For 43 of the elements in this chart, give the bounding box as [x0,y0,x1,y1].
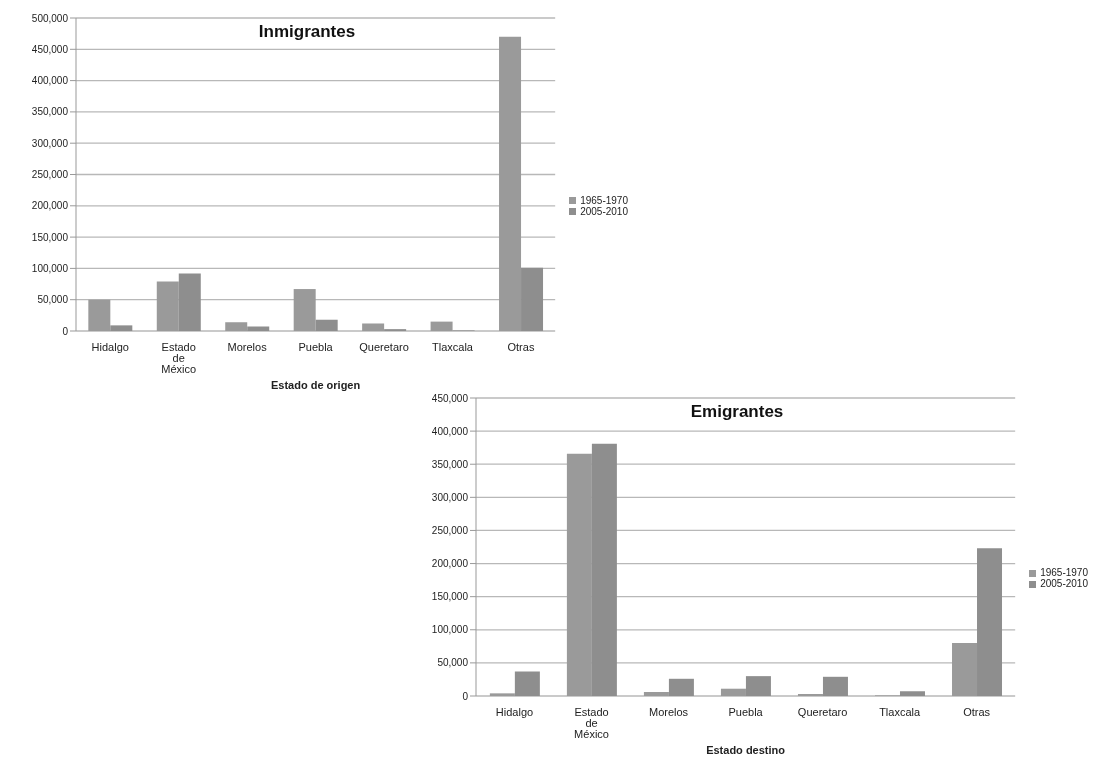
y-tick-label: 150,000 [31,231,69,243]
y-tick-label: 350,000 [31,106,69,118]
chart-title: Inmigrantes [254,22,360,41]
x-tick-label: Queretaro [797,705,848,718]
x-tick-label: Tlaxcala [432,340,474,353]
y-tick-label: 0 [462,690,469,702]
x-tick-label: Otras [963,705,991,718]
y-tick-label: 400,000 [31,75,69,87]
y-tick-label: 100,000 [431,624,469,636]
y-tick-label: 400,000 [431,425,469,437]
x-tick-label: Hidalgo [91,340,129,353]
y-tick-label: 200,000 [431,558,469,570]
x-tick-label: Queretaro [359,340,409,353]
y-tick-label: 50,000 [37,294,69,306]
y-tick-label: 350,000 [431,458,469,470]
y-tick-label: 450,000 [431,392,469,404]
x-tick-label: Hidalgo [495,705,534,718]
x-tick-label: Tlaxcala [879,705,921,718]
y-tick-label: 500,000 [31,12,69,24]
legend-label: 1965-1970 [580,194,628,206]
x-axis-title: Estado de origen [270,379,361,391]
y-tick-label: 250,000 [431,524,469,536]
x-tick-label: Estado de México [574,705,609,740]
x-tick-label: Morelos [649,705,689,718]
y-tick-label: 150,000 [431,591,469,603]
x-tick-label: Estado de México [161,340,197,375]
chart-title: Emigrantes [686,402,788,421]
y-tick-label: 50,000 [437,657,469,669]
y-tick-label: 450,000 [31,43,69,55]
y-tick-label: 0 [62,325,69,337]
legend-label: 1965-1970 [1040,567,1088,578]
x-tick-label: Puebla [298,340,334,353]
x-tick-label: Puebla [728,705,764,718]
x-tick-label: Morelos [227,340,268,353]
x-tick-label: Otras [507,340,535,353]
legend-label: 2005-2010 [1040,578,1088,589]
x-axis-title: Estado destino [706,744,786,756]
y-tick-label: 200,000 [31,200,69,212]
y-tick-label: 300,000 [431,491,469,503]
y-tick-label: 100,000 [31,262,69,274]
legend-label: 2005-2010 [580,205,628,217]
y-tick-label: 250,000 [31,169,69,181]
y-tick-label: 300,000 [31,137,69,149]
